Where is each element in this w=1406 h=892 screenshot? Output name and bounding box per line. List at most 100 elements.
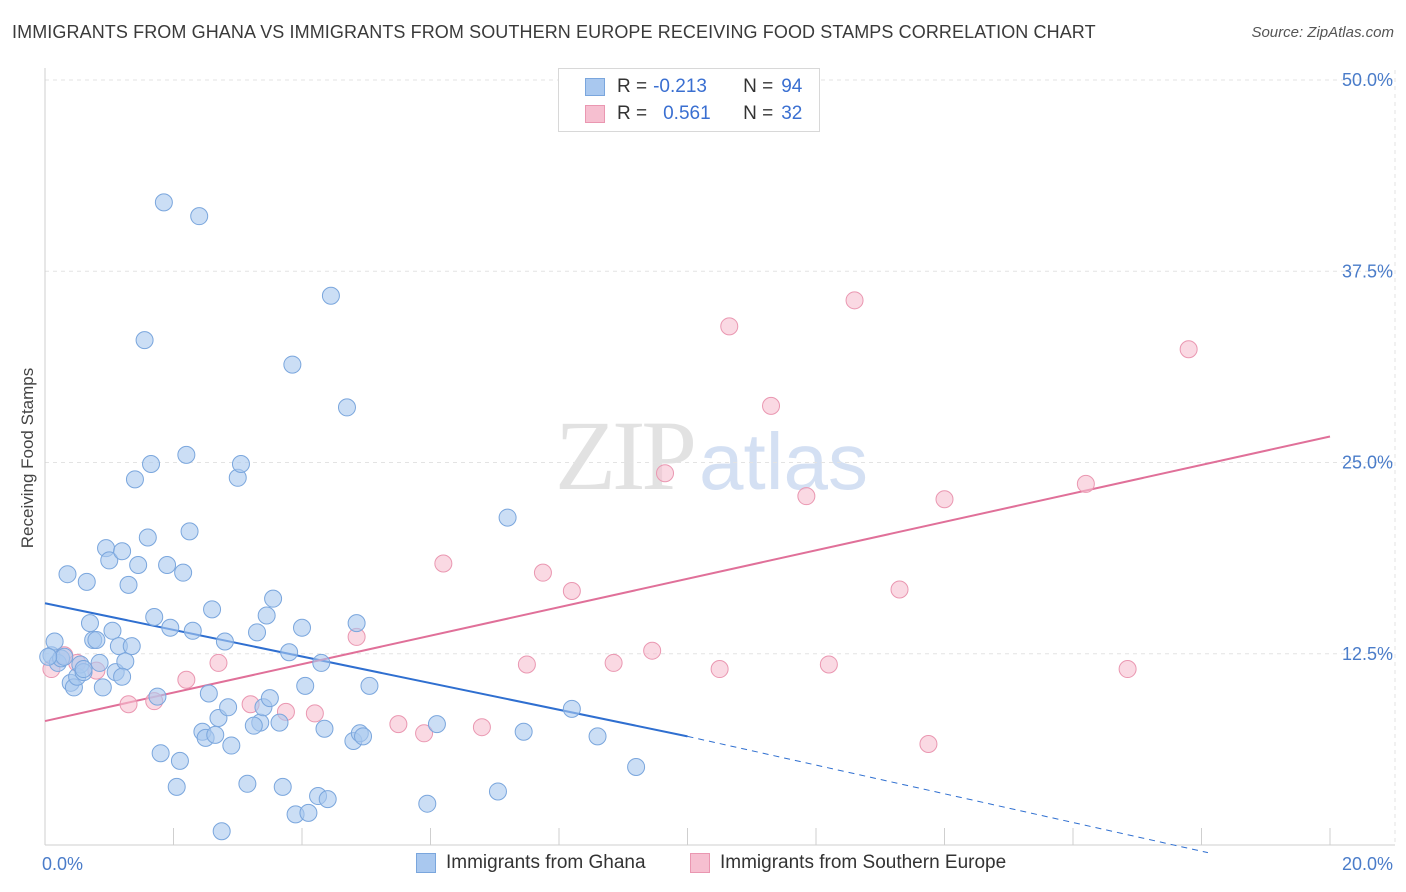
- point-ghana: [167, 777, 186, 796]
- point-southern-europe: [562, 582, 581, 601]
- point-ghana: [219, 698, 238, 717]
- series-legend-label: Immigrants from Southern Europe: [720, 852, 1007, 873]
- point-ghana: [260, 689, 279, 708]
- point-southern-europe: [919, 735, 938, 754]
- watermark-atlas: atlas: [699, 417, 868, 506]
- point-ghana: [93, 678, 112, 697]
- point-ghana: [231, 455, 250, 474]
- points-layer: [39, 193, 1198, 841]
- trendline-southern-europe: [44, 435, 1331, 723]
- point-ghana: [360, 676, 379, 695]
- point-ghana: [418, 794, 437, 813]
- point-ghana: [427, 715, 446, 734]
- point-ghana: [174, 563, 193, 582]
- legend-row-ghana: R = -0.213 N = 94: [585, 75, 802, 99]
- point-southern-europe: [935, 490, 954, 509]
- correlation-legend: R = -0.213 N = 94 R = 0.561 N = 32: [558, 68, 820, 132]
- series-legend: Immigrants from Ghana Immigrants from So…: [0, 852, 1406, 878]
- point-ghana: [122, 637, 141, 656]
- point-ghana: [145, 608, 164, 627]
- series-swatch-ghana: [416, 853, 436, 873]
- point-southern-europe: [533, 563, 552, 582]
- trendline-ghana: [44, 602, 688, 738]
- point-ghana: [280, 643, 299, 662]
- series-legend-ghana[interactable]: Immigrants from Ghana: [416, 852, 646, 874]
- x-tick-label: 20.0%: [1342, 854, 1393, 874]
- point-ghana: [296, 676, 315, 695]
- point-southern-europe: [1179, 340, 1198, 359]
- point-ghana: [177, 445, 196, 464]
- point-ghana: [257, 606, 276, 625]
- legend-n-label: N =: [743, 103, 774, 124]
- point-ghana: [154, 193, 173, 212]
- y-tick-label: 50.0%: [1342, 70, 1393, 90]
- point-ghana: [58, 565, 77, 584]
- point-ghana: [206, 725, 225, 744]
- point-ghana: [103, 621, 122, 640]
- point-ghana: [321, 286, 340, 305]
- point-ghana: [270, 713, 289, 732]
- point-ghana: [199, 684, 218, 703]
- legend-r-value: -0.213: [653, 76, 707, 97]
- point-southern-europe: [845, 291, 864, 310]
- point-southern-europe: [819, 655, 838, 674]
- point-ghana: [222, 736, 241, 755]
- point-ghana: [116, 652, 135, 671]
- point-ghana: [212, 822, 231, 841]
- point-southern-europe: [434, 554, 453, 573]
- point-ghana: [142, 455, 161, 474]
- point-ghana: [248, 623, 267, 642]
- point-ghana: [203, 600, 222, 619]
- point-southern-europe: [797, 487, 816, 506]
- point-ghana: [562, 699, 581, 718]
- source-label: Source: ZipAtlas.com: [1251, 24, 1394, 41]
- point-ghana: [354, 727, 373, 746]
- point-ghana: [90, 653, 109, 672]
- point-ghana: [498, 508, 517, 527]
- point-southern-europe: [604, 653, 623, 672]
- point-ghana: [488, 782, 507, 801]
- legend-swatch-southern-europe: [585, 105, 605, 123]
- trend-layer: [44, 435, 1331, 854]
- series-legend-label: Immigrants from Ghana: [446, 852, 646, 873]
- point-southern-europe: [119, 695, 138, 714]
- point-southern-europe: [762, 396, 781, 415]
- point-ghana: [80, 614, 99, 633]
- point-ghana: [190, 207, 209, 226]
- legend-n-value: 32: [781, 103, 803, 124]
- y-tick-label: 37.5%: [1342, 261, 1393, 281]
- watermark: ZIPatlas: [555, 398, 868, 513]
- point-ghana: [74, 660, 93, 679]
- point-ghana: [170, 751, 189, 770]
- legend-n-value: 94: [781, 76, 803, 97]
- point-ghana: [347, 614, 366, 633]
- point-ghana: [283, 355, 302, 374]
- legend-r-label: R =: [617, 76, 648, 97]
- point-ghana: [293, 618, 311, 637]
- point-ghana: [39, 647, 58, 666]
- point-southern-europe: [389, 715, 408, 734]
- point-southern-europe: [1076, 474, 1095, 493]
- point-southern-europe: [710, 660, 729, 679]
- legend-n-label: N =: [743, 76, 774, 97]
- point-ghana: [148, 687, 167, 706]
- point-ghana: [138, 528, 157, 547]
- watermark-zip: ZIP: [555, 400, 697, 511]
- point-ghana: [588, 727, 607, 746]
- axis-layer: [44, 68, 1395, 846]
- point-southern-europe: [517, 655, 536, 674]
- legend-swatch-ghana: [585, 78, 605, 96]
- point-southern-europe: [656, 464, 675, 483]
- point-ghana: [238, 774, 257, 793]
- point-southern-europe: [890, 580, 909, 599]
- point-ghana: [45, 632, 64, 651]
- point-ghana: [125, 470, 144, 489]
- point-southern-europe: [1118, 660, 1137, 679]
- tick-label-layer: 12.5% 25.0% 37.5% 50.0% 0.0% 20.0%: [42, 70, 1393, 874]
- point-ghana: [87, 630, 106, 649]
- point-ghana: [113, 667, 132, 686]
- point-ghana: [627, 757, 646, 776]
- point-ghana: [151, 744, 170, 763]
- series-legend-southern-europe[interactable]: Immigrants from Southern Europe: [690, 852, 1006, 874]
